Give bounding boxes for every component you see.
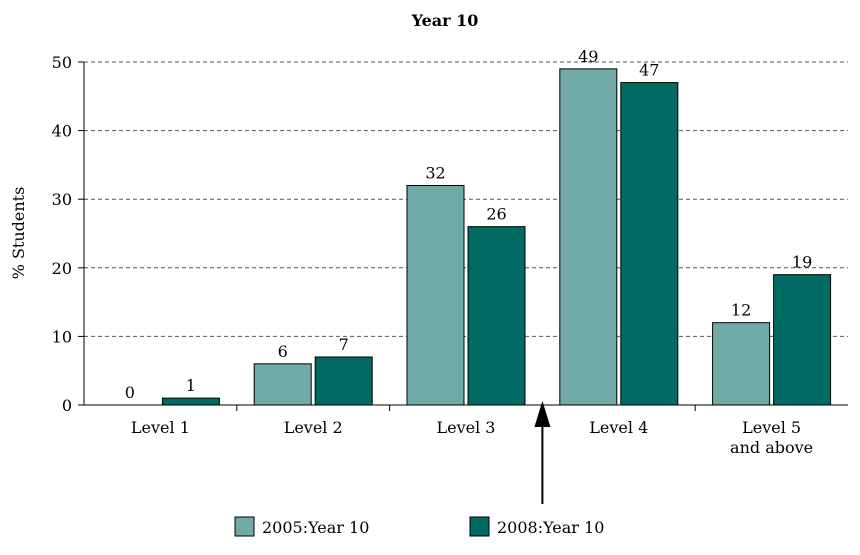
x-category-label-2: Level 2: [284, 418, 343, 437]
legend: 2005:Year 10 2008:Year 10: [234, 516, 604, 537]
bar-1-3: [406, 184, 465, 406]
legend-label-1: 2005:Year 10: [262, 518, 369, 537]
bar-2-5: [773, 274, 832, 406]
x-category-label-4: Level 4: [589, 418, 648, 437]
gridlines: [84, 61, 848, 337]
chart-title: Year 10: [411, 11, 479, 30]
data-label-1-2: 6: [278, 342, 288, 361]
x-category-label-1: Level 1: [131, 418, 190, 437]
y-tick-label-40: 40: [52, 122, 72, 141]
data-label-1-4: 49: [578, 47, 598, 66]
data-label-1-3: 32: [425, 163, 445, 182]
data-label-2-1: 1: [186, 376, 196, 395]
y-axis-label: % Students: [9, 187, 28, 280]
bar-1-2: [253, 363, 312, 406]
category-labels: Level 1 Level 2 Level 3 Level 4 Level 5 and a…: [131, 418, 813, 457]
bars: [161, 68, 832, 406]
legend-swatch-1: [234, 516, 255, 537]
y-tick-label-10: 10: [52, 327, 72, 346]
data-label-2-4: 47: [639, 61, 659, 80]
bar-2-2: [314, 356, 373, 406]
y-tick-label-20: 20: [52, 259, 72, 278]
arrow-head: [534, 401, 551, 427]
x-category-label-3: Level 3: [437, 418, 496, 437]
bar-1-4: [559, 68, 618, 406]
y-tick-label-50: 50: [52, 53, 72, 72]
data-label-2-2: 7: [339, 335, 349, 354]
bar-2-4: [620, 82, 679, 406]
data-label-1-1: 0: [125, 383, 135, 402]
data-label-1-5: 12: [731, 301, 751, 320]
y-tick-label-0: 0: [62, 396, 72, 415]
bar-1-5: [712, 322, 771, 406]
bar-2-3: [467, 226, 526, 406]
data-label-2-3: 26: [486, 205, 506, 224]
data-label-2-5: 19: [792, 253, 812, 272]
data-labels: 0 1 6 7 32 26 49 47 12 19: [125, 47, 812, 402]
annotations: [534, 401, 551, 504]
legend-swatch-2: [469, 516, 490, 537]
x-category-label-5: Level 5 and above: [730, 418, 813, 457]
y-tick-label-30: 30: [52, 190, 72, 209]
legend-label-2: 2008:Year 10: [497, 518, 604, 537]
bar-2-1: [161, 397, 220, 406]
